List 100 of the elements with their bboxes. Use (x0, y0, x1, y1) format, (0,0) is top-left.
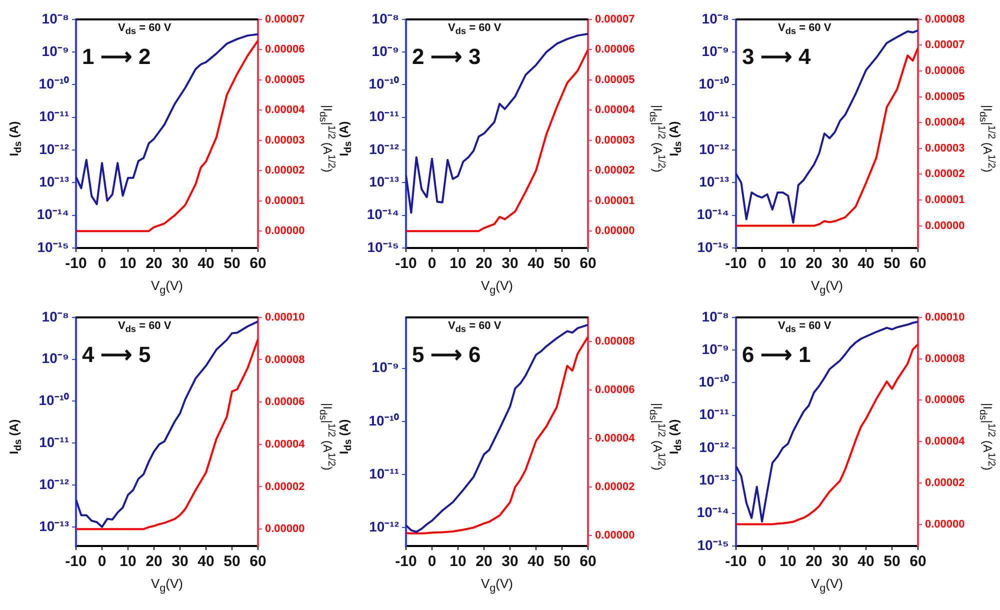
x-tick-label: 50 (884, 255, 900, 272)
y2-tick-label: 0.00006 (265, 44, 305, 56)
x-tick-label: -10 (725, 255, 747, 272)
annotation: 2 ⟶ 3 (412, 44, 481, 70)
x-tick-label: 50 (224, 255, 240, 272)
y-tick-label: 10⁻⁹ (702, 42, 729, 59)
x-tick-label: 50 (554, 255, 570, 272)
y-tick-label: 10⁻¹² (369, 140, 400, 157)
x-tick-label: 50 (224, 553, 240, 570)
y2-tick-label: 0.00000 (265, 225, 305, 238)
y-tick-label: 10⁻⁸ (42, 308, 69, 324)
y2-tick-label: 0.00007 (925, 39, 965, 52)
x-tick-label: 50 (554, 553, 570, 570)
y-tick-label: 10⁻¹³ (369, 174, 400, 190)
y2-tick-label: 0.00004 (265, 104, 306, 116)
y2-tick-label: 0.00010 (265, 311, 305, 324)
x-tick-label: 60 (910, 255, 926, 272)
y2-tick-label: 0.00005 (925, 90, 965, 103)
annotation: 5 ⟶ 6 (412, 342, 481, 368)
y-tick-label: 10⁻¹² (699, 438, 730, 455)
x-tick-label: 60 (250, 553, 266, 570)
x-tick-label: 40 (858, 255, 874, 272)
x-axis-title: V$_{g}$(V) (810, 576, 844, 595)
y2-tick-label: 0.00006 (595, 384, 635, 396)
y2-tick-label: 0.00004 (265, 438, 306, 450)
y2-tick-label: 0.00008 (925, 352, 965, 365)
y-tick-label: 10⁻⁹ (42, 42, 69, 59)
x-tick-label: -10 (725, 553, 747, 570)
y-tick-label: 10⁻¹³ (39, 518, 70, 534)
x-tick-label: 0 (758, 255, 766, 272)
y2-tick-label: 0.00005 (265, 74, 305, 86)
y-tick-label: 10⁻¹² (39, 476, 70, 492)
x-tick-label: 0 (98, 553, 106, 570)
y2-tick-label: 0.00004 (595, 104, 636, 116)
y2-tick-label: 0.00004 (925, 436, 966, 448)
annotation: 4 ⟶ 5 (82, 342, 151, 368)
y2-tick-label: 0.00006 (265, 396, 305, 408)
y-tick-label: 10⁻⁸ (42, 10, 69, 26)
y2-tick-label: 0.00008 (595, 336, 635, 348)
annotation: V$_{ds}$ = 60 V (118, 320, 172, 334)
x-tick-label: 60 (910, 553, 926, 570)
annotation: 6 ⟶ 1 (742, 342, 811, 368)
y-tick-label: 10⁻¹¹ (39, 434, 70, 450)
y-tick-label: 10⁻¹⁵ (367, 238, 399, 255)
y2-tick-label: 0.00007 (595, 13, 635, 26)
x-axis-title: V$_{g}$(V) (480, 576, 514, 595)
x-tick-label: 60 (580, 255, 596, 272)
y2-tick-label: 0.00002 (595, 480, 635, 493)
x-tick-label: 20 (146, 553, 162, 570)
x-tick-label: 40 (198, 255, 214, 272)
x-tick-label: 10 (120, 553, 136, 570)
x-tick-label: 20 (476, 553, 492, 570)
y2-tick-label: 0.00010 (925, 311, 965, 324)
x-tick-label: 10 (780, 255, 796, 272)
y-tick-label: 10⁻¹⁵ (697, 536, 729, 553)
annotation: V$_{ds}$ = 60 V (448, 320, 502, 334)
y2-tick-label: 0.00002 (925, 168, 965, 180)
y-tick-label: 10⁻⁹ (702, 340, 729, 357)
y-tick-label: 10⁻⁹ (372, 42, 399, 59)
y-tick-label: 10⁻¹¹ (369, 465, 400, 482)
y-tick-label: 10⁻¹³ (699, 174, 730, 190)
annotation: 3 ⟶ 4 (742, 44, 811, 70)
y2-tick-label: 0.00003 (925, 142, 965, 154)
x-tick-label: -10 (395, 553, 417, 570)
y-tick-label: 10⁻⁸ (702, 10, 729, 26)
x-tick-label: 40 (528, 553, 544, 570)
y2-tick-label: 0.00003 (265, 134, 305, 146)
x-tick-label: 60 (580, 553, 596, 570)
x-tick-label: 20 (146, 255, 162, 272)
y2-tick-label: 0.00002 (595, 164, 635, 177)
y-tick-label: 10⁻⁸ (702, 308, 729, 324)
y2-tick-label: 0.00001 (925, 194, 965, 206)
x-axis-title: V$_{g}$(V) (150, 576, 184, 595)
y-tick-label: 10⁻¹¹ (699, 108, 730, 124)
y2-tick-label: 0.00007 (265, 13, 305, 26)
x-tick-label: -10 (65, 553, 87, 570)
y2-tick-label: 0.00000 (595, 225, 635, 238)
y-tick-label: 10⁻⁸ (372, 10, 399, 26)
x-tick-label: 20 (806, 553, 822, 570)
y-tick-label: 10⁻¹² (39, 140, 70, 157)
x-tick-label: 10 (780, 553, 796, 570)
y-tick-label: 10⁻⁹ (42, 350, 69, 366)
x-tick-label: 0 (428, 255, 436, 272)
y2-tick-label: 0.00006 (925, 65, 965, 78)
y2-tick-label: 0.00006 (925, 394, 965, 406)
y-tick-label: 10⁻¹⁰ (368, 412, 399, 428)
y-tick-label: 10⁻¹⁵ (697, 238, 729, 255)
y2-tick-label: 0.00000 (595, 529, 635, 542)
x-tick-label: 30 (502, 553, 518, 570)
x-tick-label: -10 (395, 255, 417, 272)
annotation: V$_{ds}$ = 60 V (778, 320, 832, 334)
annotation: 1 ⟶ 2 (82, 44, 151, 70)
y2-tick-label: 0.00006 (595, 44, 635, 56)
x-tick-label: 60 (250, 255, 266, 272)
x-axis-title: V$_{g}$(V) (150, 278, 184, 297)
annotation: V$_{ds}$ = 60 V (118, 22, 172, 36)
y-tick-label: 10⁻¹⁰ (38, 392, 69, 408)
x-tick-label: 10 (120, 255, 136, 272)
x-tick-label: 50 (884, 553, 900, 570)
x-tick-label: 0 (758, 553, 766, 570)
